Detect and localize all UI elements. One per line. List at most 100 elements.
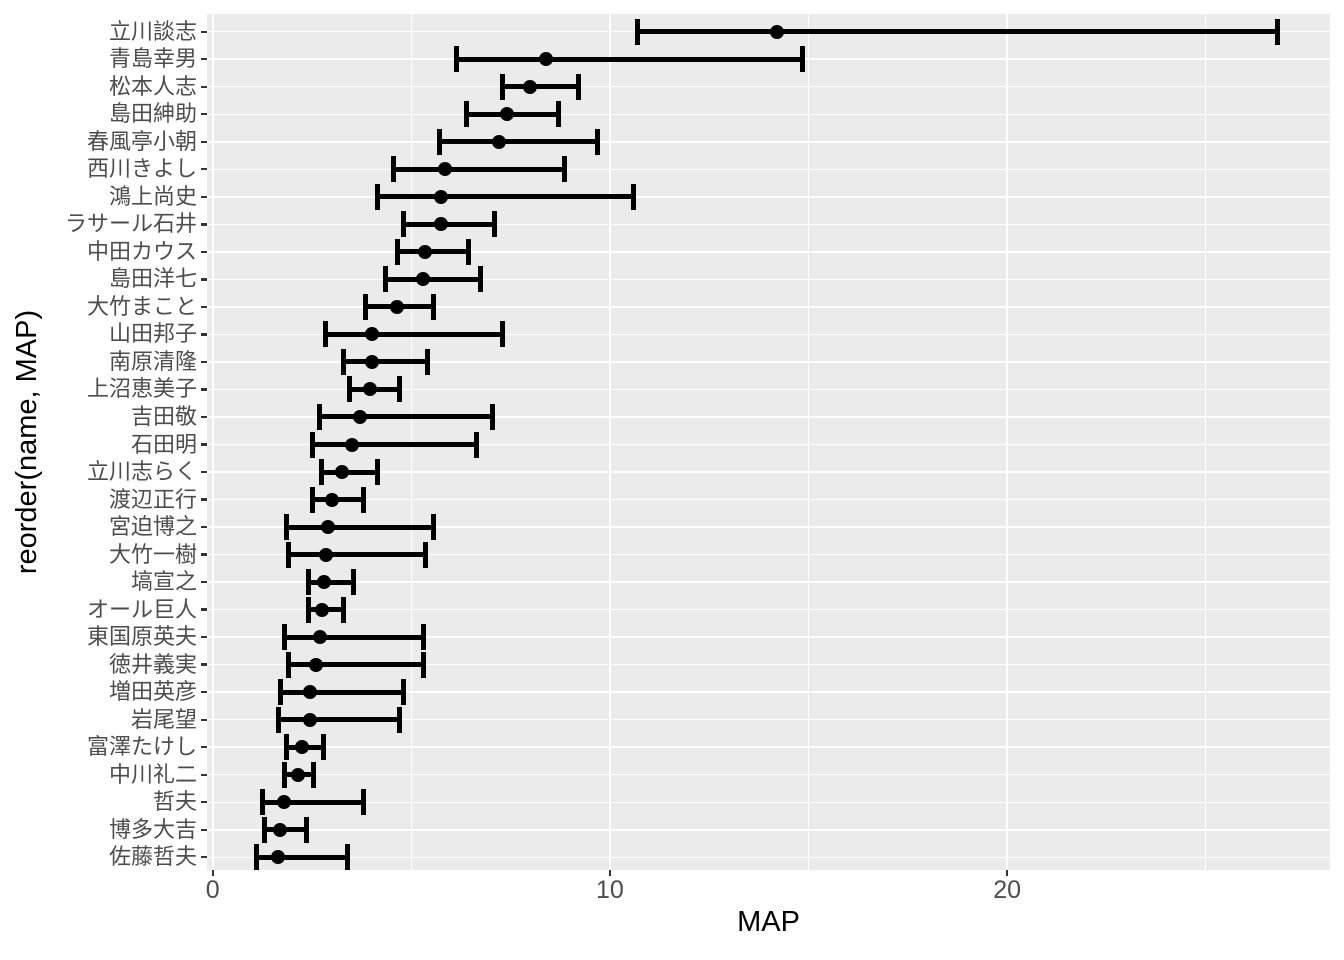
errorbar-cap-upper — [555, 101, 561, 128]
errorbar-range — [256, 854, 348, 860]
y-axis-tick-label: 鴻上尚史 — [108, 183, 197, 209]
errorbar-cap-lower — [635, 18, 641, 45]
gridline-y-major — [207, 306, 1330, 308]
y-axis-tick-label: 石田明 — [130, 431, 197, 457]
y-axis-tick-mark — [201, 498, 207, 501]
errorbar-cap-upper — [420, 624, 426, 651]
y-axis-tick-label: 山田邦子 — [108, 321, 197, 347]
x-axis-tick-mark — [608, 870, 612, 876]
y-axis-tick-label: 吉田敬 — [130, 403, 197, 429]
errorbar-cap-upper — [595, 128, 601, 155]
errorbar-cap-upper — [424, 348, 430, 375]
y-axis-tick-label: 南原清隆 — [108, 348, 197, 374]
y-axis-tick-mark — [201, 195, 207, 198]
y-axis-tick-label: 西川きよし — [86, 156, 197, 182]
gridline-y-major — [207, 829, 1330, 831]
y-axis-tick-mark — [201, 415, 207, 419]
errorbar-cap-upper — [345, 844, 351, 871]
errorbar-cap-upper — [492, 211, 498, 238]
errorbar-cap-lower — [500, 73, 506, 100]
point-estimate — [362, 382, 377, 397]
errorbar-cap-upper — [478, 266, 484, 293]
errorbar-cap-upper — [800, 46, 806, 73]
gridline-y-major — [207, 196, 1330, 198]
errorbar-cap-lower — [454, 46, 460, 73]
gridline-x-major — [609, 14, 611, 870]
y-axis-tick-mark — [201, 553, 207, 556]
errorbar-cap-lower — [341, 348, 347, 375]
errorbar-cap-lower — [253, 844, 259, 871]
y-axis-tick-mark — [201, 608, 207, 611]
gridline-x-major — [1006, 14, 1008, 870]
errorbar-cap-lower — [281, 624, 287, 651]
y-axis-tick-label: 大竹まこと — [86, 293, 197, 319]
errorbar-cap-upper — [351, 569, 357, 596]
errorbar-cap-lower — [464, 101, 470, 128]
y-axis-tick-label: 中川礼二 — [108, 761, 197, 787]
gridline-y-major — [207, 718, 1330, 721]
y-axis-tick-label: 徳井義実 — [108, 651, 197, 677]
point-estimate — [769, 24, 784, 39]
y-axis-tick-label: 富澤たけし — [86, 734, 197, 760]
errorbar-cap-lower — [347, 376, 353, 403]
errorbar-cap-upper — [1274, 18, 1280, 45]
errorbar-range — [397, 249, 469, 255]
errorbar-cap-upper — [400, 679, 406, 706]
errorbar-cap-lower — [317, 403, 323, 430]
x-axis-tick-mark — [1005, 870, 1009, 876]
errorbar-cap-lower — [275, 706, 281, 733]
errorbar-cap-upper — [375, 459, 381, 486]
point-estimate — [539, 52, 554, 67]
y-axis-tick-mark — [201, 388, 207, 391]
errorbar-cap-upper — [303, 816, 309, 843]
errorbar-cap-lower — [382, 266, 388, 293]
point-estimate — [364, 354, 379, 369]
errorbar-cap-lower — [309, 486, 315, 513]
errorbar-cap-upper — [341, 596, 347, 623]
y-axis-tick-label: 宮迫博之 — [108, 514, 197, 540]
y-axis-tick-label: 渡辺正行 — [108, 486, 197, 512]
y-axis-tick-mark — [201, 250, 207, 254]
errorbar-cap-lower — [277, 679, 283, 706]
errorbar-cap-upper — [311, 761, 317, 788]
y-axis-tick-mark — [201, 635, 207, 639]
errorbar-cap-upper — [422, 541, 428, 568]
gridline-y-major — [207, 141, 1330, 143]
point-estimate — [291, 767, 306, 782]
errorbar-range — [637, 29, 1278, 35]
errorbar-range — [312, 442, 477, 447]
gridline-y-major — [207, 553, 1330, 556]
errorbar-cap-lower — [283, 514, 289, 541]
errorbar-range — [456, 56, 803, 62]
errorbar-cap-lower — [283, 734, 289, 761]
y-axis-tick-mark — [201, 443, 207, 446]
point-estimate — [523, 79, 538, 94]
y-axis-tick-mark — [201, 828, 207, 831]
gridline-y-major — [207, 85, 1330, 88]
errorbar-range — [502, 84, 579, 90]
errorbar-range — [393, 166, 565, 172]
y-axis-tick-mark — [201, 718, 207, 721]
y-axis-tick-label: 青島幸男 — [108, 46, 197, 72]
point-estimate — [344, 437, 359, 452]
gridline-y-major — [207, 856, 1330, 859]
x-axis-title: MAP — [737, 906, 800, 938]
gridline-y-major — [207, 443, 1330, 446]
gridline-x-major — [211, 14, 214, 870]
x-axis-tick-label: 20 — [993, 876, 1021, 904]
y-axis-tick-mark — [201, 278, 207, 281]
y-axis-tick-label: 東国原英夫 — [86, 624, 197, 650]
y-axis-tick-mark — [201, 333, 207, 336]
y-axis-tick-mark — [201, 85, 207, 88]
y-axis-tick-label: 哲夫 — [152, 789, 197, 815]
y-axis-tick-mark — [201, 773, 207, 776]
point-estimate — [334, 465, 349, 480]
y-axis-tick-mark — [201, 30, 207, 33]
errorbar-range — [325, 331, 503, 337]
y-axis-tick-label: 博多大吉 — [108, 816, 197, 842]
y-axis-tick-mark — [201, 470, 207, 474]
y-axis-tick-label: 島田紳助 — [108, 101, 197, 127]
point-estimate — [416, 272, 431, 287]
errorbar-cap-upper — [396, 706, 402, 733]
gridline-y-major — [207, 471, 1330, 473]
